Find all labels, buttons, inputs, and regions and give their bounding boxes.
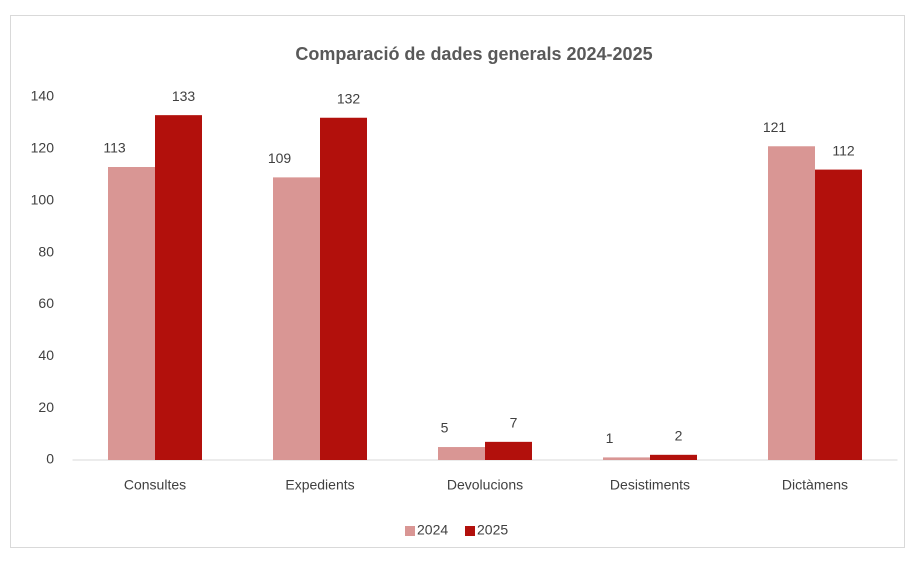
x-tick-label: Devolucions [447,477,523,493]
legend-swatch [405,526,415,536]
y-tick-label: 60 [38,295,54,311]
data-label: 113 [103,140,126,156]
y-tick-label: 120 [31,140,55,156]
data-label: 132 [337,90,361,106]
data-label: 1 [606,430,614,446]
y-tick-label: 0 [46,451,54,467]
x-tick-label: Consultes [124,477,186,493]
bar [815,169,862,460]
bar [603,457,650,460]
y-tick-label: 80 [38,243,54,259]
legend-label: 2025 [477,522,508,538]
data-label: 7 [510,415,518,431]
x-tick-label: Dictàmens [782,477,848,493]
data-label: 2 [675,428,683,444]
bar [320,117,367,460]
y-tick-label: 140 [31,88,55,104]
bar [650,454,697,460]
x-tick-label: Expedients [285,477,354,493]
y-tick-label: 40 [38,347,54,363]
legend-swatch [465,526,475,536]
bar [485,441,532,460]
data-label: 112 [832,142,855,158]
bar [155,115,202,461]
bar [108,167,155,460]
bar [273,177,320,460]
bar [438,447,485,460]
y-tick-label: 100 [31,191,55,207]
data-label: 5 [441,420,449,436]
y-tick-label: 20 [38,399,54,415]
chart-title: Comparació de dades generals 2024-2025 [295,44,652,64]
data-label: 133 [172,88,196,104]
legend-label: 2024 [417,522,448,538]
x-tick-label: Desistiments [610,477,690,493]
data-label: 109 [268,150,292,166]
data-label: 121 [763,119,787,135]
bar [768,146,815,460]
